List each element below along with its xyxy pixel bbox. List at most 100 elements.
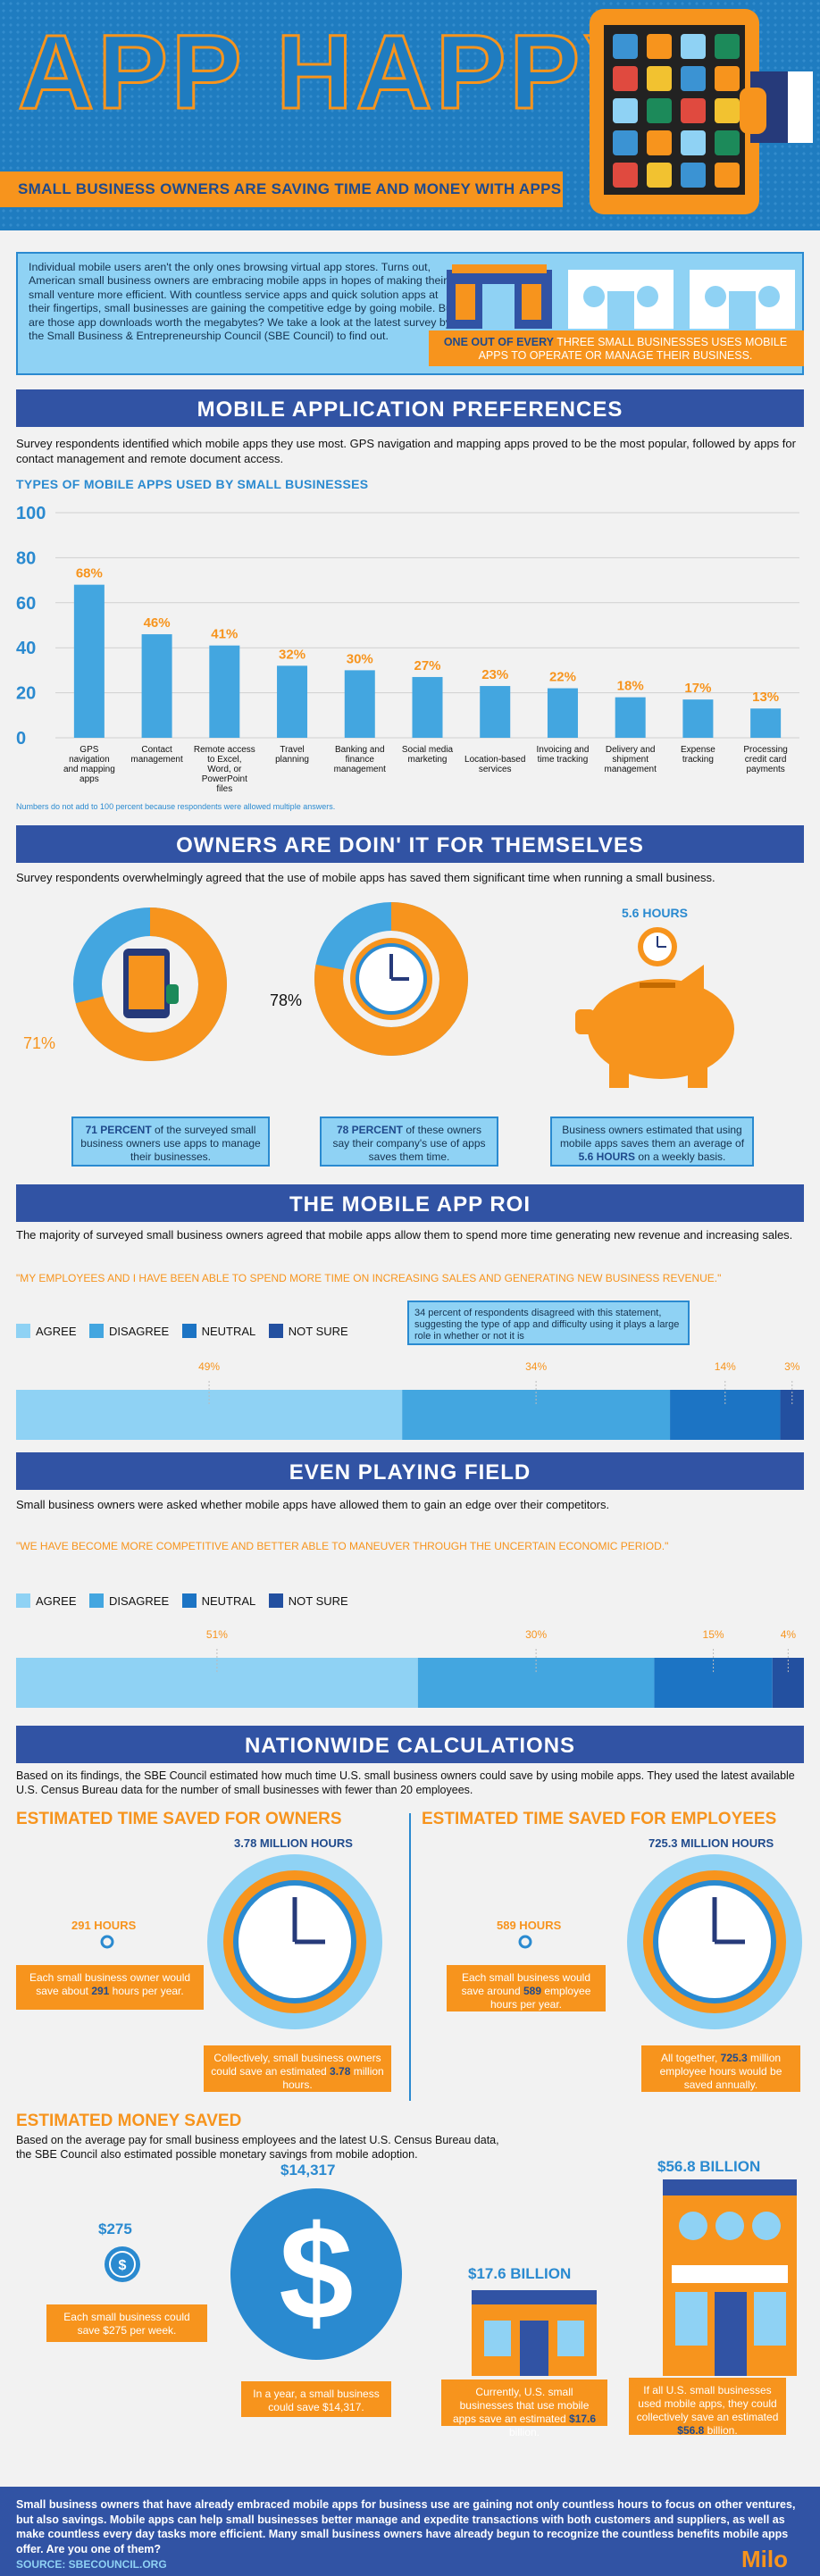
dollar-coin-icon: $	[230, 2188, 402, 2360]
employees-each-marker	[518, 1935, 532, 1949]
field-stacked-bar: 51% 30% 15% 4%	[16, 1628, 804, 1708]
stat-box-78-text: of these owners say their company's use …	[332, 1124, 486, 1163]
apps-x-tick: GPS navigation and mapping apps	[63, 745, 115, 784]
owners-each-box-text-2: hours per year.	[109, 1985, 184, 1997]
apps-bar-chart: 0 20 40 60 80 100 68% GPS navigation and mapping a…	[16, 504, 799, 791]
section-title-field: EVEN PLAYING FIELD	[289, 1460, 531, 1485]
roi-label: 14%	[715, 1360, 736, 1373]
section-title-preferences: MOBILE APPLICATION PREFERENCES	[197, 397, 623, 422]
preferences-body: Survey respondents identified which mobi…	[16, 437, 796, 465]
section-bar-preferences: MOBILE APPLICATION PREFERENCES	[16, 389, 804, 427]
owners-total-box-bold: 3.78	[330, 2065, 351, 2078]
field-body: Small business owners were asked whether…	[16, 1498, 610, 1511]
employees-total-box-bold: 725.3	[720, 2052, 748, 2064]
field-legend-neutral: NEUTRAL	[201, 1594, 256, 1608]
employees-each-box-bold: 589	[523, 1985, 542, 1997]
money-176-box-bold: $17.6	[569, 2413, 597, 2425]
roi-stacked-bar: 49% 34% 14% 3%	[16, 1360, 804, 1440]
apps-y-tick: 40	[16, 639, 36, 658]
hours-label: 5.6 HOURS	[622, 906, 688, 920]
apps-bar	[209, 645, 240, 738]
header-banner-text: SMALL BUSINESS OWNERS ARE SAVING TIME AN…	[18, 180, 562, 197]
field-legend-agree: AGREE	[36, 1594, 77, 1608]
money-176-label: $17.6 BILLION	[468, 2265, 572, 2282]
apps-bar-label: 30%	[347, 651, 373, 666]
stat-box-hours-text-2: on a weekly basis.	[634, 1150, 726, 1163]
section-title-owners: OWNERS ARE DOIN' IT FOR THEMSELVES	[176, 833, 644, 857]
owners-each-marker	[100, 1935, 114, 1949]
apps-bar	[480, 686, 511, 738]
owners-total-label: 3.78 MILLION HOURS	[234, 1836, 353, 1850]
stat-box-hours-bold: 5.6 HOURS	[578, 1150, 635, 1163]
svg-text:$: $	[119, 2258, 127, 2273]
section-bar-nation: NATIONWIDE CALCULATIONS	[16, 1726, 804, 1763]
apps-chart-footnote: Numbers do not add to 100 percent becaus…	[16, 802, 336, 811]
section-bar-field: EVEN PLAYING FIELD	[16, 1452, 804, 1490]
field-segment	[16, 1658, 418, 1708]
employees-total-label: 725.3 MILLION HOURS	[648, 1836, 774, 1850]
employees-clock-icon	[627, 1854, 802, 2029]
apps-bar-label: 23%	[481, 667, 508, 682]
field-quote: "WE HAVE BECOME MORE COMPETITIVE AND BET…	[16, 1540, 669, 1552]
svg-text:$: $	[279, 2197, 353, 2347]
apps-y-tick: 80	[16, 548, 36, 568]
piggy-bank-icon	[575, 927, 734, 1088]
roi-legend: AGREE DISAGREE NEUTRAL NOT SURE	[16, 1324, 348, 1338]
storefronts-icon	[447, 264, 795, 329]
footer: Small business owners that have already …	[0, 2487, 820, 2576]
apps-chart-title: TYPES OF MOBILE APPS USED BY SMALL BUSIN…	[16, 477, 369, 491]
field-segment	[417, 1658, 655, 1708]
owners-total-box-text: Collectively, small business owners coul…	[211, 2052, 381, 2078]
money-heading: ESTIMATED MONEY SAVED	[16, 2112, 242, 2130]
donut-71-slice	[73, 907, 227, 1061]
roi-label: 49%	[198, 1360, 220, 1373]
employees-total-box-text: All together,	[660, 2052, 721, 2064]
intro-callout: ONE OUT OF EVERY THREE SMALL BUSINESSES …	[429, 330, 804, 366]
owners-time-heading: ESTIMATED TIME SAVED FOR OWNERS	[16, 1810, 342, 1828]
field-segment	[772, 1658, 804, 1708]
apps-bar-label: 41%	[211, 627, 238, 642]
roi-legend-disagree: DISAGREE	[108, 1325, 170, 1338]
money-176-box: Currently, U.S. small businesses that us…	[441, 2379, 607, 2438]
field-label: 51%	[206, 1628, 228, 1641]
header-banner: SMALL BUSINESS OWNERS ARE SAVING TIME AN…	[0, 171, 563, 207]
apps-bar-label: 27%	[414, 658, 440, 673]
apps-x-tick: Travel planning	[275, 745, 309, 765]
money-275-box: Each small business could save $275 per …	[46, 2304, 207, 2342]
roi-note-box: 34 percent of respondents disagreed with…	[407, 1301, 690, 1345]
apps-bar	[547, 688, 578, 738]
apps-bar-label: 32%	[279, 647, 305, 662]
apps-bar-label: 46%	[144, 615, 171, 631]
field-label: 30%	[525, 1628, 547, 1641]
stat-box-71-text: of the surveyed small business owners us…	[80, 1124, 261, 1163]
owners-total-box-text-2: million hours.	[282, 2065, 384, 2091]
roi-segment	[16, 1390, 403, 1440]
roi-body: The majority of surveyed small business …	[16, 1228, 793, 1242]
apps-bar	[682, 699, 714, 738]
apps-x-tick: Delivery and shipment management	[604, 745, 657, 774]
intro-text: Individual mobile users aren't the only …	[29, 261, 456, 343]
donut-78-label: 78%	[270, 991, 303, 1009]
apps-x-tick: Banking and finance management	[334, 745, 387, 774]
money-275-label: $275	[98, 2221, 132, 2237]
employees-each-box-text-2: employee hours per year.	[489, 1985, 591, 2011]
owners-total-box: Collectively, small business owners coul…	[204, 2045, 391, 2092]
section-bar-roi: THE MOBILE APP ROI	[16, 1184, 804, 1222]
apps-x-tick: Social media marketing	[402, 745, 454, 765]
money-568-box-text: If all U.S. small businesses used mobile…	[636, 2384, 779, 2423]
money-14317-label: $14,317	[280, 2162, 336, 2179]
apps-bar-label: 68%	[76, 566, 103, 581]
apps-y-tick: 20	[16, 684, 36, 704]
intro-callout-highlight: ONE OUT OF EVERY	[443, 336, 554, 348]
footer-source-link[interactable]: SOURCE: SBECOUNCIL.ORG	[16, 2558, 167, 2571]
roi-segment	[402, 1390, 671, 1440]
owners-each-box-text: Each small business owner would save abo…	[29, 1971, 191, 1997]
roi-segment	[670, 1390, 781, 1440]
apps-bar	[615, 697, 646, 738]
money-176-box-text: Currently, U.S. small businesses that us…	[452, 2386, 590, 2425]
stat-box-78-bold: 78 PERCENT	[336, 1124, 403, 1136]
roi-legend-notsure: NOT SURE	[288, 1325, 348, 1338]
stat-box-71-bold: 71 PERCENT	[85, 1124, 152, 1136]
employees-each-box: Each small business would save around 58…	[447, 1965, 606, 2011]
money-body: Based on the average pay for small busin…	[16, 2134, 499, 2161]
